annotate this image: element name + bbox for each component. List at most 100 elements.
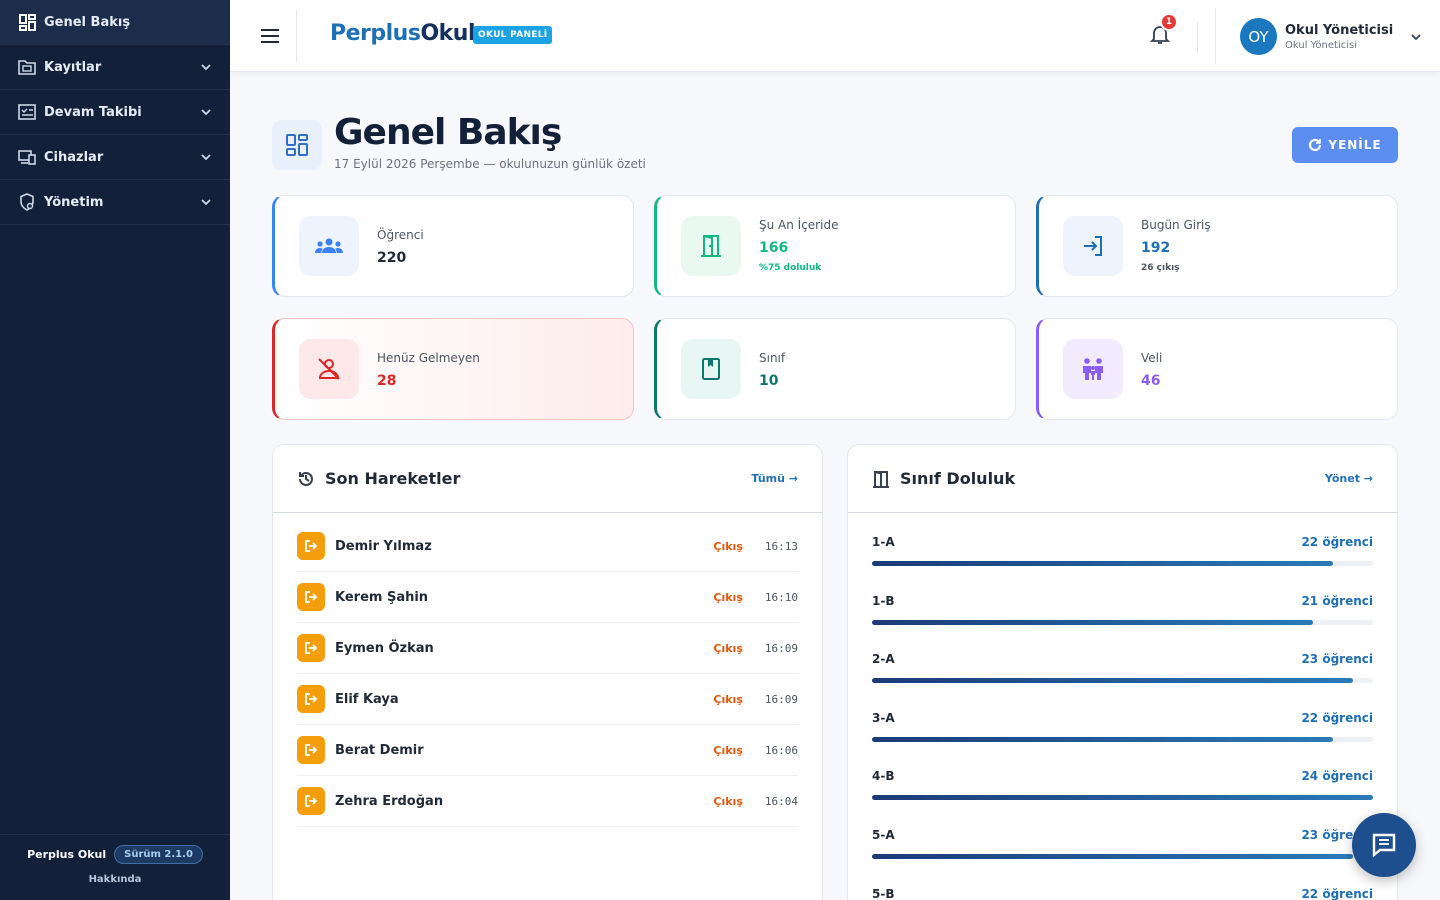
- stat-value: 28: [377, 373, 397, 389]
- login-icon: [1063, 216, 1123, 276]
- family-icon: [1063, 339, 1123, 399]
- logout-icon: [297, 634, 325, 662]
- occupancy-bar-fill: [872, 853, 1353, 859]
- stat-label: Bugün Giriş: [1141, 218, 1211, 232]
- refresh-label: YENİLE: [1328, 138, 1382, 152]
- panel-title: Son Hareketler: [325, 469, 461, 488]
- occupancy-bar-fill: [872, 561, 1333, 566]
- student-name: Zehra Erdoğan: [335, 793, 444, 809]
- chevron-down-icon: [1411, 33, 1421, 40]
- list-item[interactable]: Kerem Şahin Çıkış 16:10: [297, 572, 798, 623]
- class-name: 2-A: [872, 652, 895, 667]
- occupancy-bar: [872, 736, 1373, 742]
- admin-icon: [18, 193, 36, 211]
- folder-icon: [18, 58, 36, 76]
- sidebar-item-cihazlar[interactable]: Cihazlar: [0, 135, 230, 180]
- logout-icon: [297, 583, 325, 611]
- sidebar-item-label: Devam Takibi: [44, 104, 142, 120]
- checklist-icon: [18, 103, 36, 121]
- logout-icon: [297, 532, 325, 560]
- view-all-link[interactable]: Tümü →: [751, 472, 798, 485]
- stat-card-giris: Bugün Giriş 192 26 çıkış: [1036, 195, 1398, 297]
- refresh-button[interactable]: YENİLE: [1292, 127, 1398, 163]
- occupancy-bar: [872, 795, 1373, 801]
- stat-value: 46: [1141, 373, 1161, 389]
- stat-sub: 26 çıkış: [1141, 263, 1180, 273]
- stat-label: Şu An İçeride: [759, 218, 839, 232]
- students-icon: [299, 216, 359, 276]
- person-off-icon: [299, 339, 359, 399]
- class-name: 1-B: [872, 593, 895, 608]
- class-row: 2-A 23 öğrenci: [872, 630, 1373, 689]
- movement-time: 16:04: [764, 794, 798, 808]
- page-subtitle: 17 Eylül 2026 Perşembe — okulunuzun günl…: [334, 157, 646, 171]
- class-count: 22 öğrenci: [1301, 710, 1373, 725]
- sidebar-item-label: Cihazlar: [44, 149, 104, 165]
- movement-time: 16:09: [764, 641, 798, 655]
- class-row: 5-B 22 öğrenci: [872, 865, 1373, 900]
- chat-button[interactable]: [1352, 813, 1416, 877]
- hamburger-menu-icon[interactable]: [260, 27, 280, 45]
- list-item[interactable]: Elif Kaya Çıkış 16:09: [297, 674, 798, 725]
- refresh-icon: [1309, 138, 1322, 152]
- divider: [1215, 8, 1216, 64]
- user-menu[interactable]: OY Okul Yöneticisi Okul Yöneticisi: [1240, 18, 1423, 55]
- dashboard-icon: [18, 13, 36, 31]
- movement-status: Çıkış: [713, 743, 743, 757]
- door-icon: [681, 216, 741, 276]
- manage-link[interactable]: Yönet →: [1324, 472, 1373, 485]
- book-icon: [681, 339, 741, 399]
- about-link[interactable]: Hakkında: [88, 874, 142, 885]
- topbar: PerplusOkul OKUL PANELİ 1 OY Okul Yöneti…: [230, 0, 1440, 72]
- stat-card-icerde: Şu An İçeride 166 %75 doluluk: [654, 195, 1016, 297]
- class-name: 3-A: [872, 710, 895, 725]
- class-count: 22 öğrenci: [1301, 886, 1373, 900]
- occupancy-bar-fill: [872, 619, 1313, 625]
- occupancy-bar-fill: [872, 795, 1373, 801]
- chevron-down-icon: [201, 64, 211, 71]
- stat-card-sinif: Sınıf 10: [654, 318, 1016, 420]
- sidebar-item-yonetim[interactable]: Yönetim: [0, 180, 230, 225]
- version-badge: Sürüm 2.1.0: [114, 845, 203, 864]
- list-item[interactable]: Eymen Özkan Çıkış 16:09: [297, 623, 798, 674]
- panel-title: Sınıf Doluluk: [900, 469, 1016, 488]
- occupancy-bar: [872, 853, 1373, 859]
- list-item[interactable]: Demir Yılmaz Çıkış 16:13: [297, 521, 798, 572]
- class-name: 4-B: [872, 769, 895, 784]
- student-name: Kerem Şahin: [335, 589, 429, 605]
- movement-status: Çıkış: [713, 539, 743, 553]
- sidebar-item-genel-bakis[interactable]: Genel Bakış: [0, 0, 230, 45]
- divider: [296, 10, 297, 62]
- stat-card-gelmeyen: Henüz Gelmeyen 28: [272, 318, 634, 420]
- brand-logo[interactable]: PerplusOkul: [330, 21, 475, 46]
- occupancy-bar-fill: [872, 736, 1333, 742]
- history-icon: [299, 471, 313, 486]
- student-name: Berat Demir: [335, 742, 424, 758]
- chevron-down-icon: [201, 109, 211, 116]
- notification-count-badge: 1: [1160, 13, 1178, 31]
- movement-time: 16:06: [764, 743, 798, 757]
- stat-label: Henüz Gelmeyen: [377, 351, 480, 365]
- list-item[interactable]: Berat Demir Çıkış 16:06: [297, 725, 798, 776]
- devices-icon: [18, 148, 36, 166]
- class-row: 4-B 24 öğrenci: [872, 747, 1373, 806]
- stat-label: Veli: [1141, 351, 1163, 365]
- student-name: Elif Kaya: [335, 691, 399, 707]
- class-count: 24 öğrenci: [1301, 769, 1373, 784]
- class-count: 23 öğrenci: [1301, 652, 1373, 667]
- brand-part2: Okul: [420, 21, 475, 46]
- user-name: Okul Yöneticisi: [1285, 22, 1394, 38]
- avatar: OY: [1240, 18, 1277, 55]
- brand-part1: Perplus: [330, 21, 421, 46]
- page-title: Genel Bakış: [334, 112, 562, 153]
- movement-status: Çıkış: [713, 692, 743, 706]
- logout-icon: [297, 736, 325, 764]
- stat-label: Sınıf: [759, 351, 786, 365]
- stat-value: 166: [759, 240, 789, 256]
- list-item[interactable]: Zehra Erdoğan Çıkış 16:04: [297, 776, 798, 827]
- sidebar-item-devam-takibi[interactable]: Devam Takibi: [0, 90, 230, 135]
- sidebar-item-label: Kayıtlar: [44, 59, 102, 75]
- stat-sub: %75 doluluk: [759, 263, 822, 273]
- chevron-down-icon: [201, 199, 211, 206]
- sidebar-item-kayitlar[interactable]: Kayıtlar: [0, 45, 230, 90]
